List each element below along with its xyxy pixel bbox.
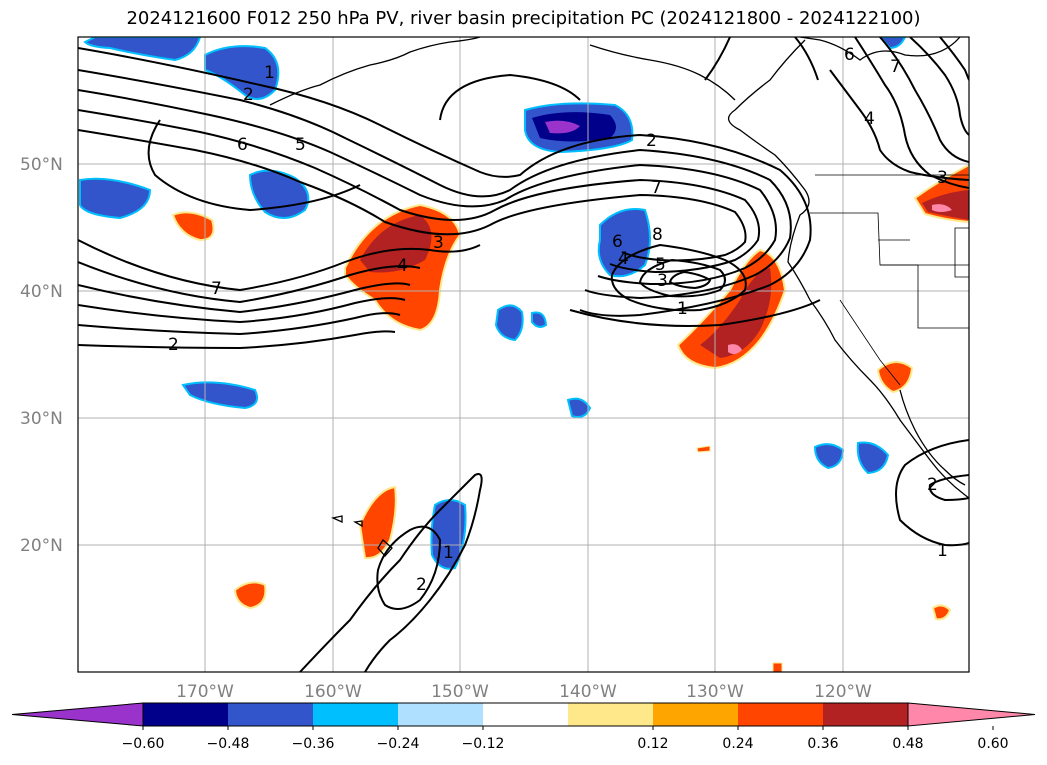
positive-anomaly (931, 604, 952, 621)
lon-label: 130°W (686, 682, 744, 702)
colorbar-bin (823, 703, 908, 726)
contour-label: 4 (864, 109, 875, 129)
contour-label: 3 (433, 233, 444, 253)
lat-label: 20°N (20, 536, 63, 556)
lon-label: 170°W (176, 682, 234, 702)
colorbar-tick-label: −0.60 (122, 736, 165, 752)
latitude-labels: 50°N 40°N 30°N 20°N (20, 155, 63, 556)
negative-anomaly (79, 177, 152, 220)
colorbar-bin (568, 703, 653, 726)
positive-anomaly (233, 581, 267, 610)
negative-anomaly (248, 169, 310, 219)
lat-label: 40°N (20, 282, 63, 302)
map-border (77, 36, 970, 673)
baja-coast (899, 389, 966, 486)
map-title: 2024121600 F012 250 hPa PV, river basin … (126, 8, 921, 29)
coastlines (269, 37, 969, 557)
contour-label: 8 (652, 225, 663, 245)
colorbar-tick-label: 0.36 (807, 736, 838, 752)
negative-anomaly (545, 120, 580, 134)
hawaii-island (330, 515, 343, 524)
colorbar-tick-label: 0.12 (637, 736, 668, 752)
contour-label: 6 (612, 232, 623, 252)
lat-label: 30°N (20, 409, 63, 429)
pv-contour-labels: 1 2 6 5 7 2 4 3 2 7 6 8 4 5 3 1 6 7 4 3 … (168, 45, 948, 595)
negative-anomaly (531, 311, 548, 328)
contour-label: 1 (443, 543, 454, 563)
positive-anomaly (922, 190, 969, 220)
positive-anomaly (932, 204, 952, 212)
contour-label: 6 (237, 135, 248, 155)
colorbar-tick-label: −0.48 (207, 736, 250, 752)
colorbar-tick-label: −0.24 (377, 736, 420, 752)
colorbar-bin (653, 703, 738, 726)
contour-label: 1 (264, 63, 275, 83)
colorbar-over-arrow (907, 702, 1036, 727)
lon-label: 160°W (304, 682, 362, 702)
colorbar-bin (398, 703, 483, 726)
lon-label: 120°W (814, 682, 872, 702)
positive-anomaly (728, 344, 742, 355)
map-frame (78, 37, 969, 672)
colorbar-tick-label: −0.36 (292, 736, 335, 752)
colorbar-bin (313, 703, 398, 726)
contour-label: 7 (651, 178, 662, 198)
colorbar-border (142, 702, 909, 727)
colorbar-bin (738, 703, 823, 726)
positive-anomaly (876, 361, 914, 394)
contour-label: 2 (416, 575, 427, 595)
contour-label: 1 (937, 541, 948, 561)
positive-anomaly (171, 211, 215, 242)
colorbar-bin (143, 703, 228, 726)
negative-anomaly (494, 304, 524, 342)
contour-label: 2 (243, 85, 254, 105)
pv-contours (78, 37, 969, 672)
lat-label: 50°N (20, 155, 63, 175)
alaska-peninsula (269, 37, 481, 106)
positive-anomaly (696, 445, 711, 453)
negative-anomaly (597, 208, 651, 278)
contour-label: 2 (168, 335, 179, 355)
negative-anomaly (566, 397, 592, 418)
colorbar-tick-label: 0.24 (722, 736, 753, 752)
contour-label: 1 (677, 299, 688, 319)
gridlines (78, 37, 969, 672)
contour-label: 2 (646, 131, 657, 151)
contour-label: 2 (927, 475, 938, 495)
contour-label: 4 (618, 249, 629, 269)
negative-anomaly (813, 443, 845, 470)
lon-label: 150°W (431, 682, 489, 702)
gulf-of-alaska (589, 44, 736, 101)
precipitation-anomalies (79, 37, 969, 672)
colorbar: −0.60 −0.48 −0.36 −0.24 −0.12 0.12 0.24 0.36 0.4… (11, 702, 1036, 752)
contour-label: 5 (655, 255, 666, 275)
contour-label: 3 (657, 271, 668, 291)
colorbar-tick-label: −0.12 (462, 736, 505, 752)
colorbar-under-arrow (11, 702, 144, 727)
colorbar-tick-label: 0.48 (892, 736, 923, 752)
contour-label: 3 (937, 168, 948, 188)
north-america-coast (728, 37, 969, 499)
colorbar-tick-label: 0.60 (977, 736, 1008, 752)
contour-label: 7 (890, 57, 901, 77)
contour-label: 6 (844, 45, 855, 65)
negative-anomaly (83, 37, 202, 62)
colorbar-bin (228, 703, 313, 726)
colorbar-bin (483, 703, 568, 726)
positive-anomaly (358, 485, 397, 560)
contour-label: 4 (397, 256, 408, 276)
boundaries (810, 174, 969, 386)
negative-anomaly (856, 441, 890, 475)
contour-label: 5 (295, 135, 306, 155)
positive-anomaly (772, 662, 783, 672)
lon-label: 140°W (559, 682, 617, 702)
longitude-labels: 170°W 160°W 150°W 140°W 130°W 120°W (176, 682, 872, 702)
hawaii-island (353, 520, 363, 528)
contour-label: 7 (211, 279, 222, 299)
negative-anomaly (181, 381, 258, 410)
hawaii-island (377, 539, 393, 557)
